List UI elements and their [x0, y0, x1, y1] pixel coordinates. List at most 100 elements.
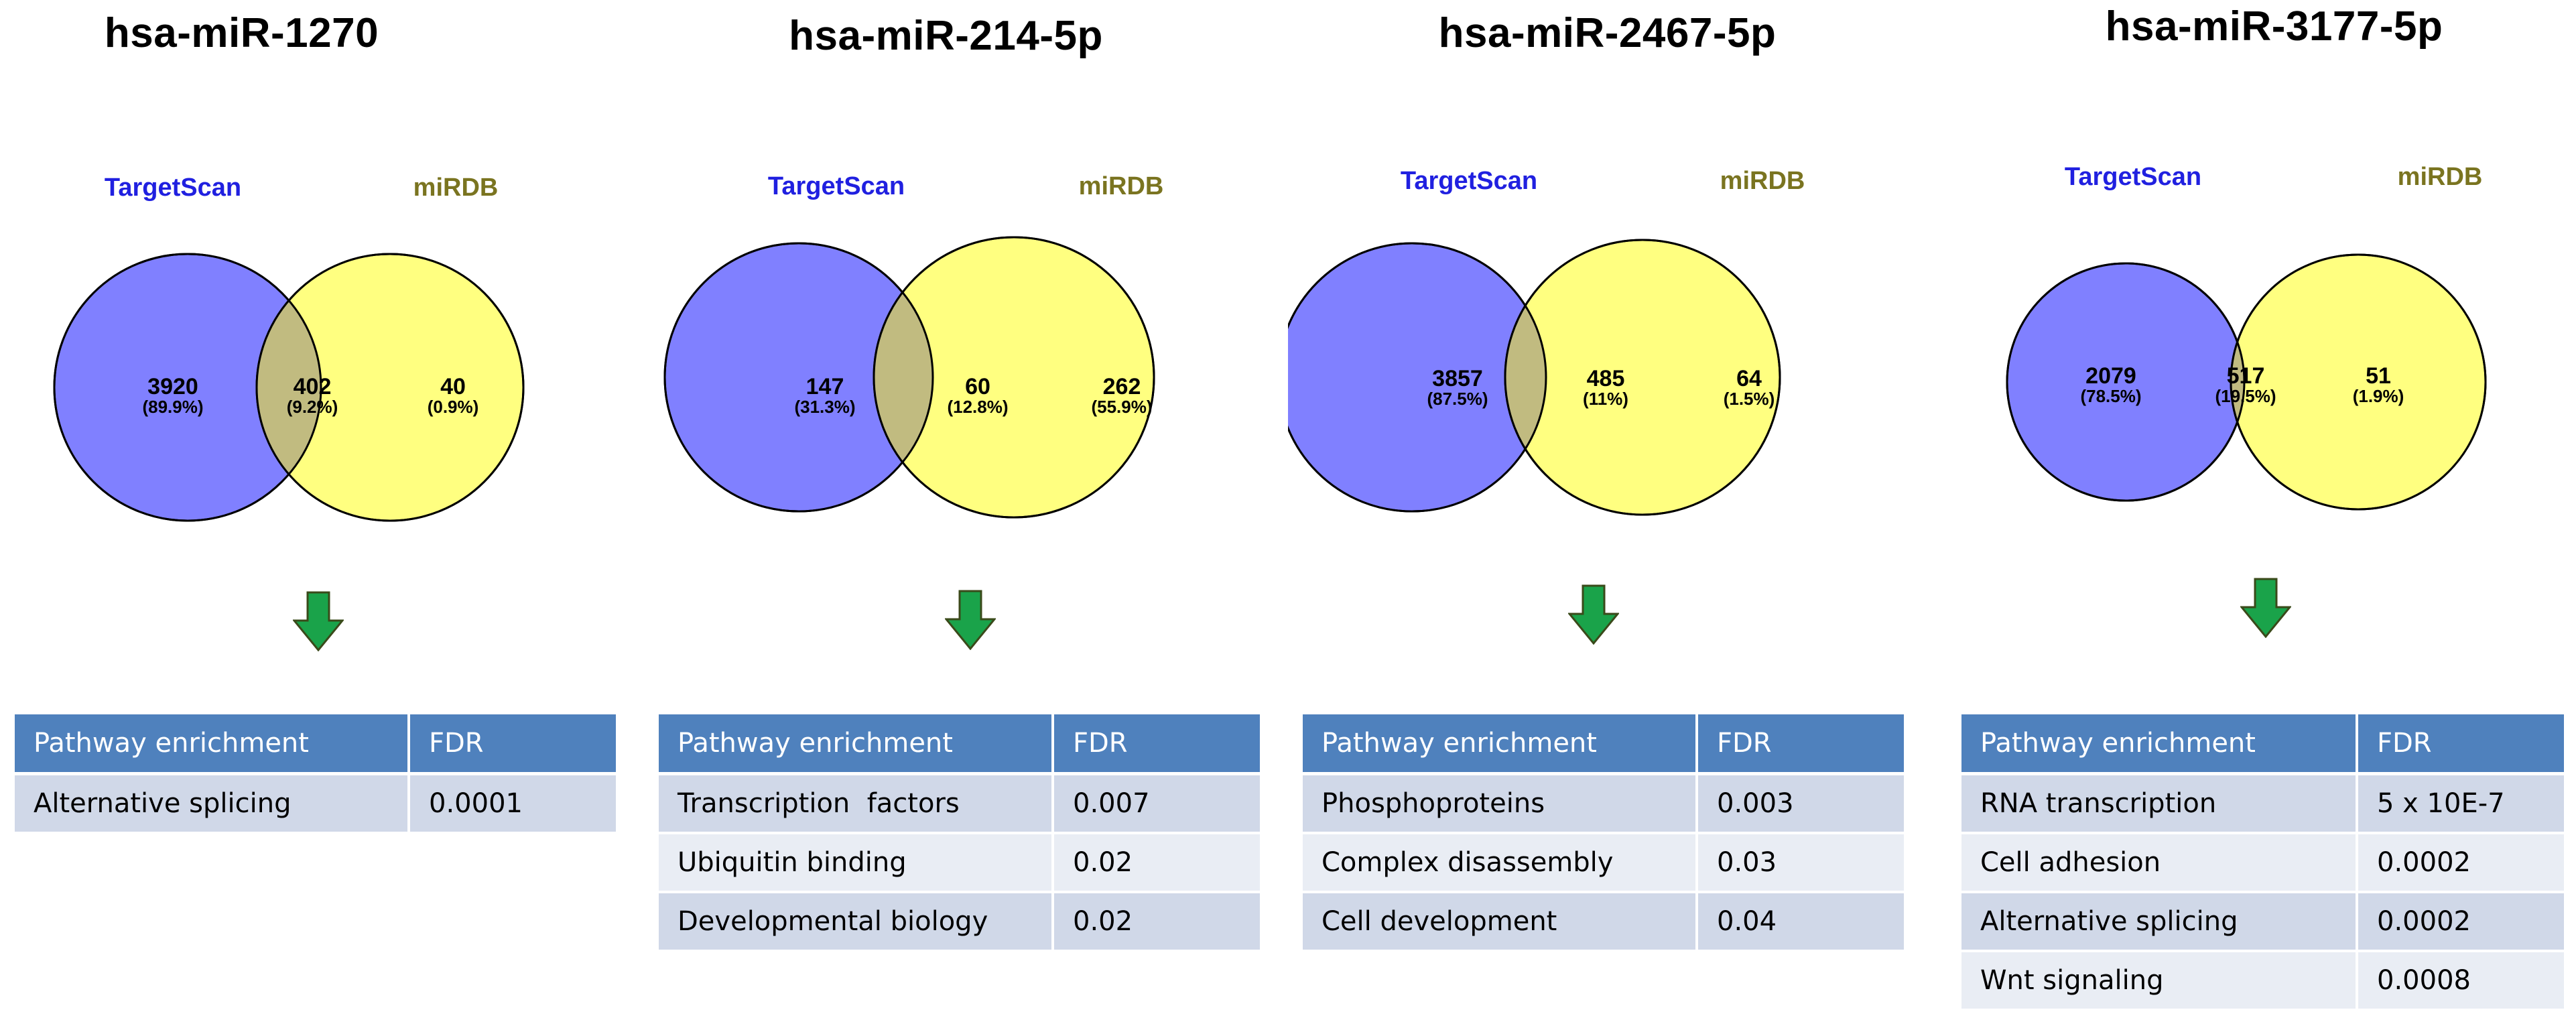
fdr-cell: 0.003: [1698, 775, 1904, 834]
pathway-cell: Phosphoproteins: [1303, 775, 1698, 834]
table-header-row: Pathway enrichment FDR: [1961, 714, 2564, 775]
fdr-cell: 0.03: [1698, 834, 1904, 893]
fdr-cell: 0.0002: [2358, 834, 2564, 893]
targetscan-label: TargetScan: [105, 174, 241, 202]
table-row: Complex disassembly 0.03: [1303, 834, 1904, 893]
pathway-table: Pathway enrichment FDR Phosphoproteins 0.…: [1303, 714, 1904, 952]
fdr-cell: 0.0008: [2358, 952, 2564, 1011]
table-row: Phosphoproteins 0.003: [1303, 775, 1904, 834]
right-count: 51: [2366, 363, 2391, 389]
overlap-count: 402: [294, 374, 332, 399]
overlap-count: 485: [1587, 366, 1625, 391]
table-header-row: Pathway enrichment FDR: [15, 714, 616, 775]
pathway-cell: RNA transcription: [1961, 775, 2358, 834]
table-row: Alternative splicing 0.0002: [1961, 893, 2564, 952]
left-count: 147: [806, 374, 844, 399]
overlap-pct: (9.2%): [287, 397, 338, 417]
mirdb-outline: [2230, 253, 2487, 511]
down-arrow-icon: [1568, 584, 1619, 645]
panel-mir-214-5p: hsa-miR-214-5p TargetScan miRDB 147 (31.…: [644, 0, 1288, 1024]
pathway-table: Pathway enrichment FDR RNA transcription…: [1961, 714, 2564, 1011]
targetscan-label: TargetScan: [1401, 167, 1537, 195]
panel-mir-2467-5p: hsa-miR-2467-5p TargetScan miRDB 3857 (8…: [1288, 0, 1932, 1024]
fdr-header: FDR: [2358, 714, 2564, 775]
left-pct: (89.9%): [142, 397, 203, 417]
table-row: Transcription factors 0.007: [659, 775, 1260, 834]
left-count: 2079: [2085, 363, 2136, 389]
overlap-count: 60: [965, 374, 990, 399]
table-row: Wnt signaling 0.0008: [1961, 952, 2564, 1011]
panel-title: hsa-miR-1270: [104, 10, 379, 56]
pathway-cell: Alternative splicing: [1961, 893, 2358, 952]
pathway-cell: Alternative splicing: [15, 775, 410, 834]
targetscan-label: TargetScan: [768, 172, 905, 200]
down-arrow-icon: [293, 591, 344, 651]
mirdb-circle: [2230, 253, 2487, 511]
pathway-cell: Cell development: [1303, 893, 1698, 952]
panel-title: hsa-miR-3177-5p: [2105, 3, 2443, 50]
panel-mir-1270: hsa-miR-1270 TargetScan miRDB 3920 (89.9…: [0, 0, 644, 1024]
targetscan-outline: [663, 242, 934, 513]
targetscan-outline: [53, 253, 322, 522]
pathway-cell: Ubiquitin binding: [659, 834, 1054, 893]
mirdb-outline: [255, 253, 525, 522]
left-pct: (31.3%): [794, 397, 855, 417]
pathway-table: Pathway enrichment FDR Alternative splic…: [15, 714, 616, 834]
table-row: Cell adhesion 0.0002: [1961, 834, 2564, 893]
mirdb-outline: [1504, 239, 1781, 516]
fdr-cell: 0.02: [1054, 893, 1260, 952]
pathway-header: Pathway enrichment: [1961, 714, 2358, 775]
targetscan-label: TargetScan: [2065, 163, 2201, 191]
down-arrow-icon: [2240, 578, 2291, 638]
pathway-header: Pathway enrichment: [659, 714, 1054, 775]
fdr-header: FDR: [1054, 714, 1260, 775]
fdr-cell: 0.04: [1698, 893, 1904, 952]
mirdb-outline: [873, 236, 1155, 519]
table-header-row: Pathway enrichment FDR: [1303, 714, 1904, 775]
venn-diagram: TargetScan miRDB 3857 (87.5%) 485 (11%) …: [1288, 167, 1805, 516]
right-count: 40: [440, 374, 466, 399]
left-count: 3857: [1432, 366, 1483, 391]
panel-title: hsa-miR-214-5p: [789, 13, 1103, 59]
fdr-cell: 0.0001: [410, 775, 616, 834]
pathway-table: Pathway enrichment FDR Transcription fac…: [659, 714, 1260, 952]
overlap-pct: (19.5%): [2215, 386, 2276, 406]
pathway-header: Pathway enrichment: [15, 714, 410, 775]
table-header-row: Pathway enrichment FDR: [659, 714, 1260, 775]
venn-diagram: TargetScan miRDB 2079 (78.5%) 517 (19.5%…: [2006, 163, 2487, 511]
right-pct: (1.5%): [1724, 389, 1775, 409]
targetscan-outline: [2006, 262, 2246, 502]
pathway-cell: Wnt signaling: [1961, 952, 2358, 1011]
pathway-cell: Transcription factors: [659, 775, 1054, 834]
table-row: Cell development 0.04: [1303, 893, 1904, 952]
pathway-header: Pathway enrichment: [1303, 714, 1698, 775]
venn-diagram: TargetScan miRDB 3920 (89.9%) 402 (9.2%)…: [53, 174, 525, 522]
mirdb-label: miRDB: [2398, 163, 2483, 191]
overlap-pct: (12.8%): [947, 397, 1008, 417]
overlap-count: 517: [2227, 363, 2265, 389]
table-row: Alternative splicing 0.0001: [15, 775, 616, 834]
table-row: Ubiquitin binding 0.02: [659, 834, 1260, 893]
mirdb-label: miRDB: [413, 174, 499, 202]
pathway-cell: Developmental biology: [659, 893, 1054, 952]
left-pct: (78.5%): [2080, 386, 2141, 406]
pathway-cell: Cell adhesion: [1961, 834, 2358, 893]
fdr-cell: 0.0002: [2358, 893, 2564, 952]
fdr-header: FDR: [410, 714, 616, 775]
mirdb-label: miRDB: [1079, 172, 1164, 200]
down-arrow-icon: [945, 590, 996, 650]
table-row: RNA transcription 5 x 10E-7: [1961, 775, 2564, 834]
table-row: Developmental biology 0.02: [659, 893, 1260, 952]
mirdb-label: miRDB: [1720, 167, 1805, 195]
right-pct: (0.9%): [428, 397, 479, 417]
targetscan-outline: [1288, 242, 1547, 513]
fdr-header: FDR: [1698, 714, 1904, 775]
pathway-cell: Complex disassembly: [1303, 834, 1698, 893]
panel-mir-3177-5p: hsa-miR-3177-5p TargetScan miRDB 2079 (7…: [1932, 0, 2576, 1024]
right-count: 64: [1736, 366, 1762, 391]
fdr-cell: 5 x 10E-7: [2358, 775, 2564, 834]
right-pct: (55.9%): [1091, 397, 1152, 417]
right-count: 262: [1103, 374, 1141, 399]
panel-title: hsa-miR-2467-5p: [1438, 10, 1777, 56]
left-pct: (87.5%): [1427, 389, 1488, 409]
